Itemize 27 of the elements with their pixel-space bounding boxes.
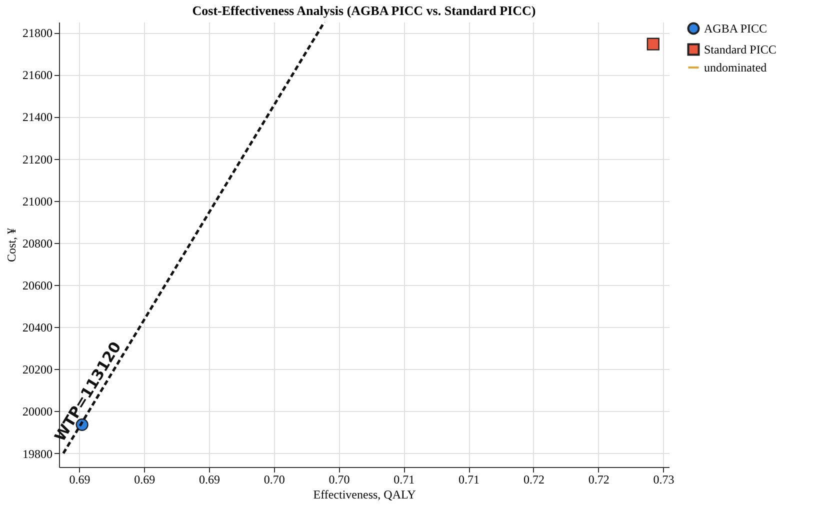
y-tick-label: 20600 [22,278,52,292]
y-tick-label: 19800 [22,446,52,461]
y-tick-label: 21400 [22,110,52,124]
x-tick-label: 0.71 [394,472,415,486]
y-tick-label: 21200 [22,152,52,166]
y-tick-label: 21000 [22,194,52,208]
y-tick-label: 21600 [22,68,52,82]
y-tick-label: 20000 [22,404,52,419]
y-tick-label: 21800 [22,26,52,40]
chart-title: Cost-Effectiveness Analysis (AGBA PICC vs. Standard PICC) [192,3,536,18]
y-tick-label: 20200 [22,362,52,377]
x-tick-label: 0.73 [653,472,674,486]
x-tick-label: 0.69 [69,472,90,486]
x-tick-label: 0.69 [198,472,220,486]
y-tick-label: 20800 [22,236,52,250]
x-tick-label: 0.69 [134,472,156,486]
x-tick-label: 0.70 [328,472,350,486]
legend-label: Standard PICC [704,42,776,56]
legend-label: undominated [704,60,767,74]
legend-label: AGBA PICC [704,22,768,36]
x-tick-label: 0.72 [523,472,544,486]
x-tick-label: 0.72 [588,472,610,486]
x-tick-label: 0.71 [458,472,480,486]
x-tick-label: 0.70 [264,472,285,486]
y-tick-label: 20400 [22,320,52,335]
y-axis-title: Cost, ¥ [4,228,18,262]
x-axis-title: Effectiveness, QALY [313,488,416,502]
